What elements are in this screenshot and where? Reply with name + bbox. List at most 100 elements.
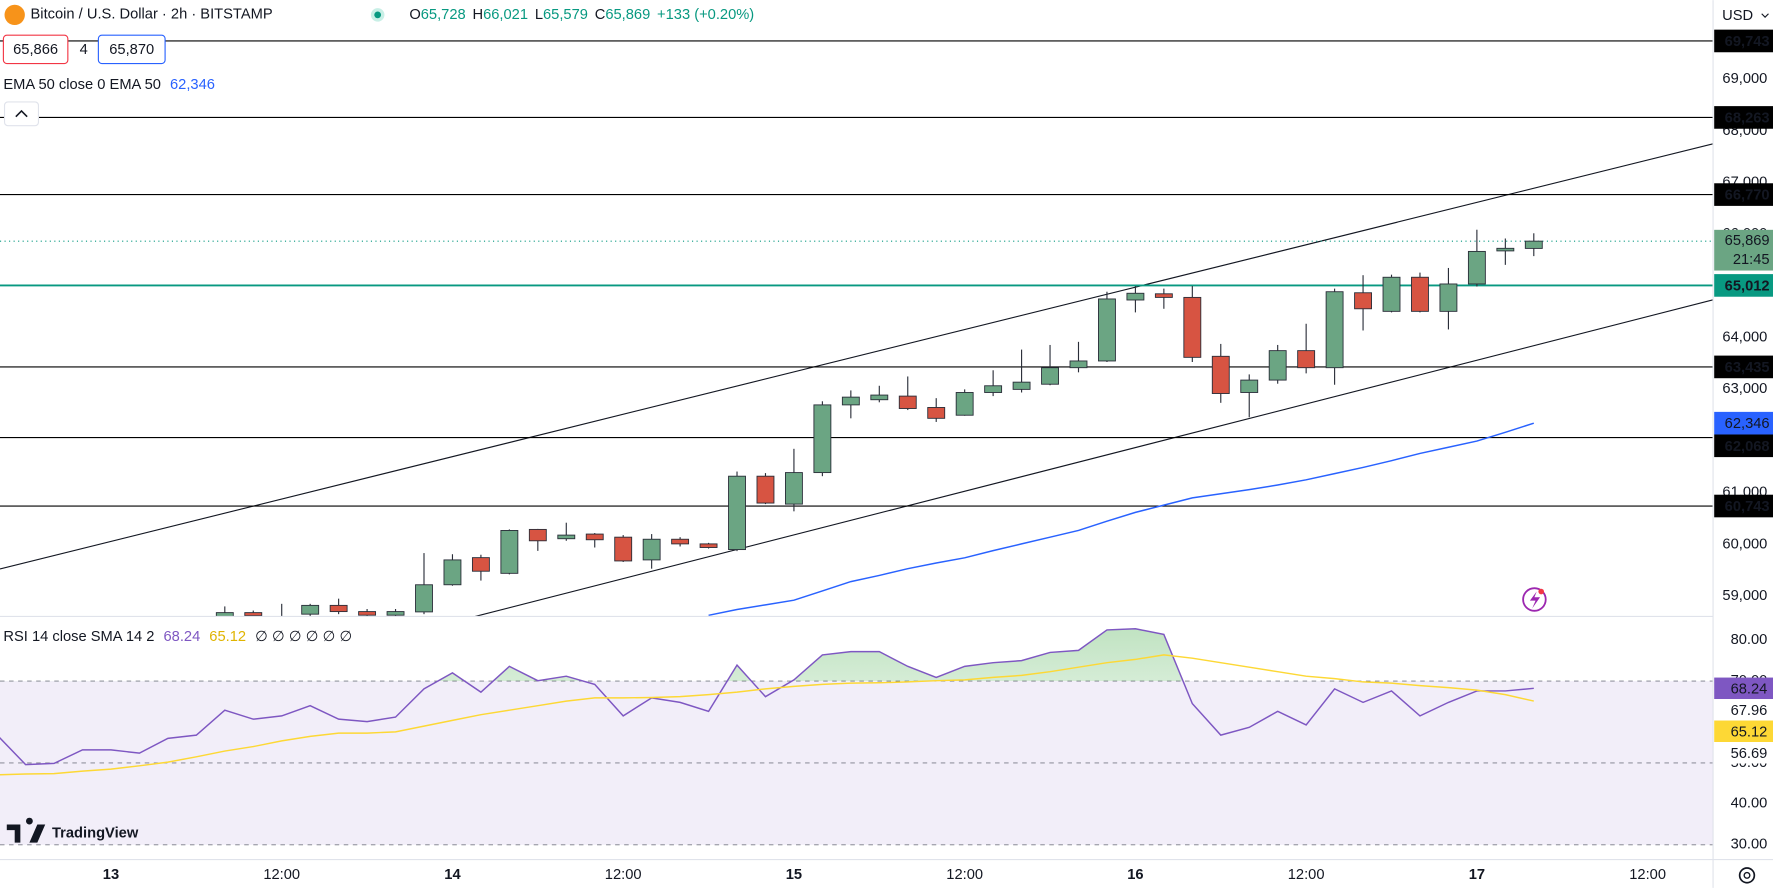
level-tag — [1714, 274, 1773, 297]
rsi-label-bg — [1714, 742, 1773, 764]
candle-body — [1069, 360, 1088, 369]
ema-tag-label: 62,346 — [1725, 416, 1770, 432]
rsi-pane — [0, 628, 1714, 846]
market-status-dot — [374, 11, 382, 19]
currency-button[interactable] — [1715, 2, 1771, 30]
ohlc-legend: O65,728 H66,021 L65,579 C65,869 +133 (+0.20%… — [409, 7, 754, 23]
level-tag — [1714, 355, 1773, 379]
x-tick-label: 16 — [1127, 867, 1143, 883]
candle-body — [699, 543, 718, 548]
rsi-tag — [1714, 677, 1773, 700]
candle-body — [386, 611, 405, 616]
candle-body — [1154, 293, 1173, 298]
price-tags: 69,743 68,263 66,770 65,869 21:45 65,012 63,43… — [1714, 29, 1773, 764]
candle-body — [1325, 291, 1344, 369]
level-tag-label: 68,263 — [1725, 110, 1770, 126]
rsi-tag-label: 56.69 — [1731, 746, 1768, 762]
ask-box[interactable] — [97, 34, 166, 65]
x-tick-label: 12:00 — [605, 867, 642, 883]
level-tag — [1714, 183, 1773, 206]
brand: TradingView — [52, 825, 139, 841]
y-tick-label: 59,000 — [1722, 588, 1767, 604]
settings-icon-center — [1743, 871, 1751, 879]
candle-body — [1098, 298, 1116, 362]
candle-body — [1041, 367, 1059, 385]
ema-last: 62,346 — [170, 77, 215, 93]
level-tag-label: 66,770 — [1725, 188, 1770, 204]
current-price-label: 65,869 — [1725, 233, 1770, 249]
rsi-tag-label: 67.96 — [1731, 703, 1768, 719]
level-tag-label: 62,068 — [1725, 439, 1770, 455]
candle-body — [1496, 247, 1515, 252]
x-tick-label: 17 — [1469, 867, 1485, 883]
bid: 65,866 — [13, 42, 58, 58]
rsi-tag-label: 68.24 — [1731, 681, 1768, 697]
level-tag — [1714, 106, 1773, 129]
ohlc-key: H — [472, 7, 483, 23]
candle-body — [329, 604, 348, 613]
rsi-tick-label: 40.00 — [1731, 796, 1768, 812]
ohlc-key: O — [409, 7, 420, 23]
countdown: 21:45 — [1733, 252, 1770, 268]
candle-body — [585, 533, 604, 541]
level-tag — [1714, 434, 1773, 458]
candle-body — [813, 404, 832, 474]
ohlc-key: C — [595, 7, 606, 23]
candle-body — [1524, 240, 1543, 249]
candle-body — [927, 407, 946, 419]
candle-body — [1297, 350, 1316, 369]
candle-body — [443, 559, 462, 586]
rsi-title: RSI 14 close SMA 14 2 — [3, 629, 154, 645]
collapse-button[interactable] — [3, 101, 40, 127]
candle-body — [1439, 283, 1458, 312]
rsi-line — [0, 627, 1534, 766]
currency-caret — [1761, 13, 1769, 18]
rsi-label-bg — [1714, 699, 1773, 721]
rsi-legend: RSI 14 close SMA 14 2 68.24 65.12 ∅ ∅ ∅ ∅ ∅… — [3, 629, 352, 645]
candle-body — [1211, 355, 1230, 394]
candle-body — [301, 604, 320, 615]
x-tick-label: 12:00 — [1288, 867, 1325, 883]
candle-body — [898, 395, 917, 409]
level-tag-label: 60,743 — [1725, 499, 1770, 515]
candle-body — [1382, 276, 1401, 312]
candle-body — [500, 530, 519, 574]
candle-body — [1268, 350, 1287, 381]
change: +133 (+0.20%) — [657, 7, 754, 23]
rsi-tick-label: 80.00 — [1731, 632, 1768, 648]
candle-body — [1126, 292, 1145, 301]
candle-body — [984, 385, 1003, 393]
candle-body — [1012, 381, 1031, 390]
candle-body — [756, 475, 775, 504]
overbought-fill — [437, 628, 1184, 682]
ema-legend: EMA 50 close 0 EMA 50 62,346 — [3, 77, 215, 93]
alert-icon[interactable] — [1522, 587, 1547, 612]
candle-body — [215, 612, 234, 617]
rsi-lines — [0, 627, 1534, 776]
level-tag-label: 65,012 — [1725, 278, 1770, 294]
settings-icon[interactable] — [1738, 867, 1756, 884]
alert-dot — [1538, 588, 1545, 595]
level-tag — [1714, 494, 1773, 518]
x-tick-label: 13 — [103, 867, 119, 883]
candle-body — [614, 536, 633, 562]
bid-box[interactable] — [2, 34, 69, 65]
candle-body — [784, 472, 803, 505]
x-tick-label: 12:00 — [1629, 867, 1666, 883]
collapse-icon — [15, 109, 28, 118]
level-tag-label: 69,743 — [1725, 34, 1770, 50]
rsi-tag-label: 65.12 — [1731, 724, 1768, 740]
y-tick-label: 64,000 — [1722, 330, 1767, 346]
y-tick-label: 60,000 — [1722, 536, 1767, 552]
trend-line — [475, 299, 1714, 617]
ema-tag — [1714, 411, 1773, 435]
chart-title: Bitcoin / U.S. Dollar · 2h · BITSTAMP — [31, 7, 273, 23]
candle-body — [528, 528, 547, 542]
rsi-tag — [1714, 720, 1773, 743]
rsi-tick-label: 30.00 — [1731, 837, 1768, 853]
candle-body — [1240, 379, 1259, 393]
ema-name: EMA 50 close 0 EMA 50 — [3, 77, 161, 93]
level-tag-label: 63,435 — [1725, 360, 1770, 376]
alert-bolt — [1529, 591, 1541, 609]
